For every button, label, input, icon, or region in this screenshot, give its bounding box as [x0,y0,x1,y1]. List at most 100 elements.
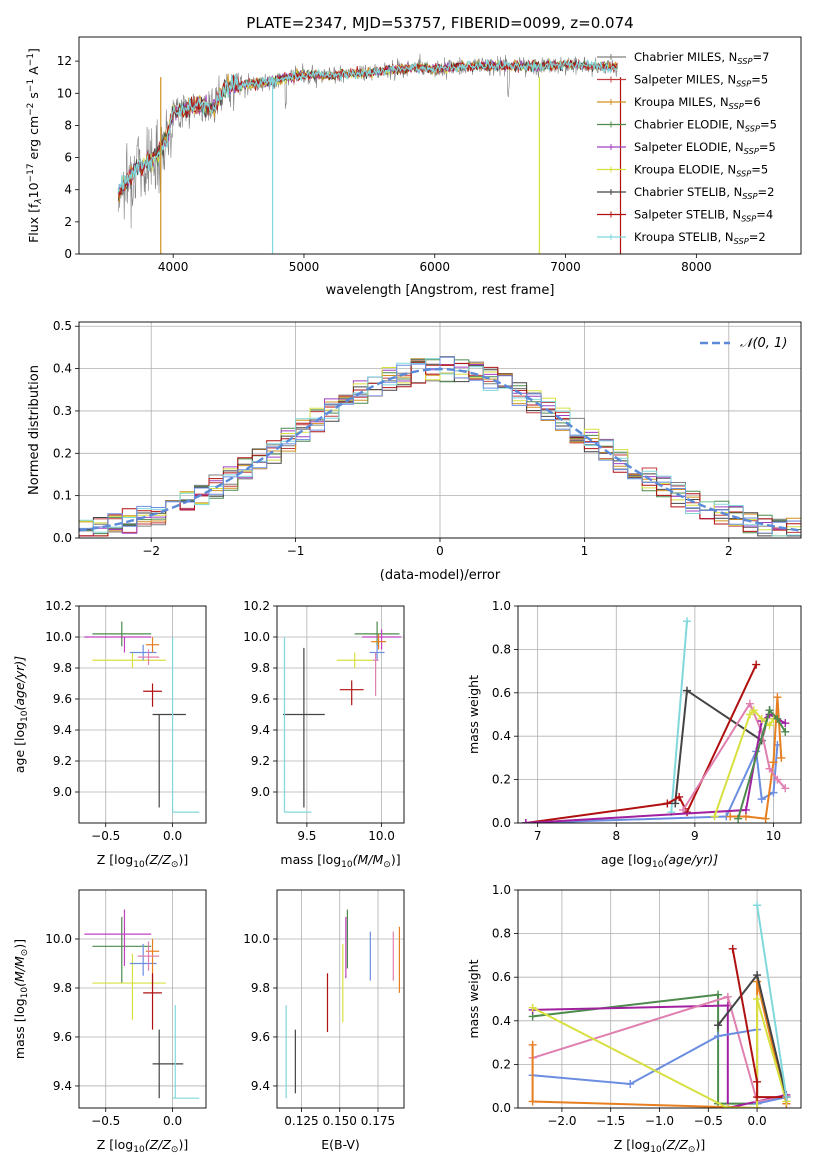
legend-label: Chabrier ELODIE, NSSP=5 [634,118,777,134]
series-point [765,721,774,730]
legend-label: Chabrier STELIB, NSSP=2 [634,185,774,201]
x-axis-label: wavelength [Angstrom, rest frame] [326,283,555,298]
x-tick-label: 8 [612,829,620,843]
series-point [714,1032,723,1041]
x-axis-label: (data-model)/error [380,568,501,583]
y-tick-label: 0.0 [53,531,72,545]
y-tick-label: 0.3 [53,404,72,418]
series-line-chabrier-miles [117,53,618,229]
y-axis-label: mass [log10(M/M⊙)] [12,939,30,1059]
legend-label: Salpeter STELIB, NSSP=4 [634,208,773,224]
y-tick-label: 0.8 [492,927,511,941]
y-tick-label: 9.4 [251,723,270,737]
series-point [528,1097,537,1106]
series-point [626,1080,635,1089]
series-point [663,799,672,808]
series-line-0 [670,621,688,813]
series-point [741,805,750,814]
series-point [723,1104,732,1108]
y-tick-label: 4 [64,183,72,197]
y-tick-label: 0.6 [492,970,511,984]
series-point [753,971,762,980]
y-axis-label: mass weight [466,675,481,754]
y-tick-label: 0.1 [53,489,72,503]
y-tick-label: 0.8 [492,642,511,656]
errorbar-point [354,621,400,647]
series-line-4 [531,981,788,1108]
x-tick-label: 8000 [681,260,712,274]
series-point [752,660,761,669]
y-tick-label: 0.4 [53,362,72,376]
legend-label: Salpeter ELODIE, NSSP=5 [634,140,776,156]
series-point [683,617,692,626]
y-tick-label: 9.4 [53,723,72,737]
y-tick-label: 10.0 [243,630,270,644]
series-point [782,1093,791,1102]
series-point [671,799,680,808]
series-line-0 [532,993,758,1105]
y-tick-label: 0.5 [53,319,72,333]
y-tick-label: 0.0 [492,816,511,830]
y-tick-label: 0.4 [492,729,511,743]
series-point [745,710,754,719]
ticks: 4000 5000 6000 7000 8000 0 2 4 6 8 10 12 [57,54,712,274]
errorbar-point [336,652,373,668]
series-line-model-5 [118,58,618,196]
y-tick-label: 0.2 [492,1057,511,1071]
ticks: 7 8 9 10 0.0 0.2 0.4 0.6 0.8 1.0 [492,599,781,843]
series-point [728,944,737,953]
series-point [773,714,782,723]
ticks: −2 −1 0 1 2 0.0 0.1 0.2 0.3 0.4 0.5 [53,319,733,558]
series-line-8 [737,708,787,819]
x-tick-label: 4000 [158,260,189,274]
chart-age-vs-Z: −0.5 0.0 9.0 9.2 9.4 9.6 9.8 10.0 10.2 Z [log10(Z… [12,599,207,870]
axes-frame [78,321,802,539]
x-axis-label: E(B-V) [321,1137,360,1152]
series-point [753,1104,762,1108]
errorbar-point [172,1005,200,1099]
errorbar-point [283,637,312,813]
y-tick-label: 9.6 [251,692,270,706]
y-tick-label: 9.8 [53,981,72,995]
x-tick-label: −1.5 [596,1114,625,1128]
series-line-model-8 [117,58,618,193]
plot-area [528,901,791,1108]
series-point [749,706,758,715]
plot-area [79,356,801,537]
y-tick-label: 10.0 [243,932,270,946]
plot-area [521,617,790,823]
errorbar-point [143,973,162,1030]
series-point [521,819,530,823]
series-point [710,812,719,821]
series-point [675,792,684,801]
errorbar-point [339,680,364,706]
legend-label: 𝒩(0, 1) [740,336,787,351]
y-tick-label: 10.2 [45,599,72,613]
y-tick-label: 10.0 [45,630,72,644]
y-tick-label: 9.4 [251,1079,270,1093]
series-line-3 [525,744,779,823]
series-line-7 [731,948,787,1099]
y-tick-label: 0.6 [492,686,511,700]
axes-frame [517,605,802,824]
x-tick-label: −0.5 [91,829,120,843]
y-tick-label: 9.4 [53,1079,72,1093]
x-tick-label: −0.5 [91,1114,120,1128]
y-tick-label: 9.0 [251,785,270,799]
y-tick-label: 1.0 [492,883,511,897]
axes-frame [276,889,405,1109]
gridlines [79,605,206,823]
errorbar-point [145,637,160,653]
series-point [734,814,743,823]
x-tick-label: −0.5 [694,1114,723,1128]
chart-mass-weight-vs-age: 7 8 9 10 0.0 0.2 0.4 0.6 0.8 1.0 age [log10(age/yr… [466,599,802,870]
y-tick-label: 0 [64,247,72,261]
x-axis-label: mass [log10(M/M⊙)] [280,852,400,870]
series-line-model-7 [117,59,618,196]
series-point [753,995,762,1003]
axes-frame [78,36,802,255]
series-point [769,788,778,797]
y-tick-label: 9.8 [251,661,270,675]
y-tick-label: 12 [57,54,72,68]
